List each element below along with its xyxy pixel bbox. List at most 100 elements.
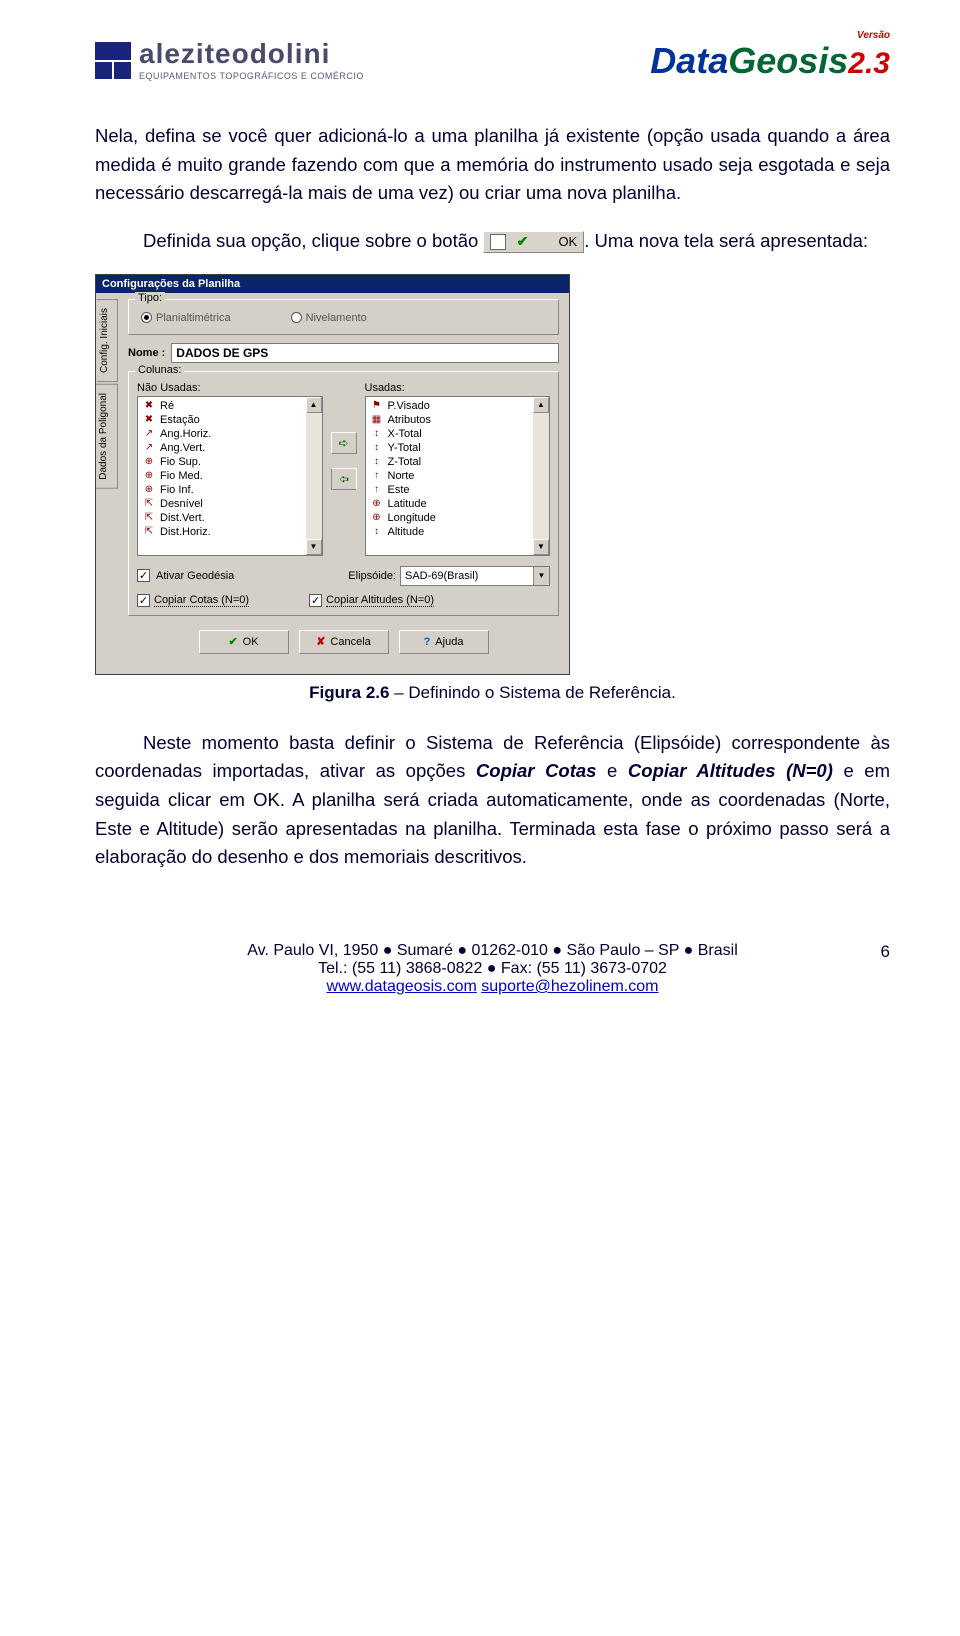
ativar-geo-checkbox[interactable]: ✓ bbox=[137, 569, 150, 582]
scroll-down-icon[interactable]: ▼ bbox=[306, 539, 322, 555]
list-item[interactable]: ↗Ang.Vert. bbox=[140, 441, 320, 455]
item-icon: ⇱ bbox=[142, 498, 156, 510]
logo-ver: 2.3 bbox=[848, 47, 890, 80]
usadas-label: Usadas: bbox=[365, 382, 551, 394]
list-item[interactable]: ⚑P.Visado bbox=[368, 399, 548, 413]
figure-number: Figura 2.6 bbox=[309, 683, 389, 702]
scroll-up-icon[interactable]: ▲ bbox=[306, 397, 322, 413]
list-item[interactable]: ⇱Dist.Horiz. bbox=[140, 525, 320, 539]
item-icon: ✖ bbox=[142, 414, 156, 426]
list-item[interactable]: ↕Altitude bbox=[368, 525, 548, 539]
list-item[interactable]: ⊕Fio Inf. bbox=[140, 483, 320, 497]
paragraph-3: Neste momento basta definir o Sistema de… bbox=[95, 729, 890, 872]
item-icon: ⇱ bbox=[142, 512, 156, 524]
brand-sub: EQUIPAMENTOS TOPOGRÁFICOS E COMÉRCIO bbox=[139, 72, 364, 81]
move-left-button[interactable]: ➪ bbox=[331, 468, 357, 490]
item-icon: ↗ bbox=[142, 442, 156, 454]
elipsoide-label: Elipsóide: bbox=[348, 570, 396, 582]
item-icon: ⊕ bbox=[142, 484, 156, 496]
radio-planialtimetrica[interactable]: Planialtimétrica bbox=[141, 312, 231, 324]
ok-label: OK bbox=[510, 232, 577, 252]
list-item[interactable]: ⇱Dist.Vert. bbox=[140, 511, 320, 525]
side-tabs: Config. Iniciais Dados da Poligonal bbox=[96, 293, 118, 674]
dialog-ok-button[interactable]: ✔ OK bbox=[199, 630, 289, 654]
item-icon: ⇱ bbox=[142, 526, 156, 538]
copiar-cotas-checkbox[interactable]: ✓ bbox=[137, 594, 150, 607]
dialog-cancel-button[interactable]: ✘ Cancela bbox=[299, 630, 389, 654]
footer-email[interactable]: suporte@hezolinem.com bbox=[481, 978, 658, 995]
logo-right: Versão DataGeosis2.3 bbox=[650, 40, 890, 82]
dialog-help-button[interactable]: ? Ajuda bbox=[399, 630, 489, 654]
dialog-title: Configurações da Planilha bbox=[96, 275, 569, 293]
tipo-group: Tipo: Planialtimétrica Nivelamento bbox=[128, 299, 559, 335]
check-icon: ✔ bbox=[228, 635, 237, 648]
list-item[interactable]: ▦Atributos bbox=[368, 413, 548, 427]
list-item[interactable]: ↗Ang.Horiz. bbox=[140, 427, 320, 441]
header: aleziteodolini EQUIPAMENTOS TOPOGRÁFICOS… bbox=[95, 40, 890, 82]
check-icon: ✔ bbox=[490, 234, 506, 250]
list-item[interactable]: ✖Estação bbox=[140, 413, 320, 427]
footer-addr: Av. Paulo VI, 1950 ● Sumaré ● 01262-010 … bbox=[95, 942, 890, 960]
scrollbar[interactable]: ▲ ▼ bbox=[306, 397, 322, 555]
nome-input[interactable] bbox=[171, 343, 559, 363]
tab-dados-poligonal[interactable]: Dados da Poligonal bbox=[96, 384, 118, 489]
para2-b: . Uma nova tela será apresentada: bbox=[584, 230, 868, 251]
copiar-alt-checkbox[interactable]: ✓ bbox=[309, 594, 322, 607]
item-icon: ⊕ bbox=[142, 470, 156, 482]
item-icon: ⊕ bbox=[370, 512, 384, 524]
item-icon: ↕ bbox=[370, 442, 384, 454]
brand-name: aleziteodolini bbox=[139, 40, 364, 68]
item-icon: ↑ bbox=[370, 470, 384, 482]
footer: 6 Av. Paulo VI, 1950 ● Sumaré ● 01262-01… bbox=[95, 942, 890, 996]
list-item[interactable]: ↕X-Total bbox=[368, 427, 548, 441]
move-right-button[interactable]: ➪ bbox=[331, 432, 357, 454]
bold-copiar-altitudes: Copiar Altitudes (N=0) bbox=[628, 760, 833, 781]
help-icon: ? bbox=[424, 636, 431, 648]
colunas-group: Colunas: Não Usadas: ✖Ré✖Estação↗Ang.Hor… bbox=[128, 371, 559, 616]
copiar-alt-option[interactable]: ✓ Copiar Altitudes (N=0) bbox=[309, 594, 434, 607]
list-item[interactable]: ⇱Desnível bbox=[140, 497, 320, 511]
radio-icon bbox=[291, 312, 302, 323]
item-icon: ↗ bbox=[142, 428, 156, 440]
radio-nivelamento[interactable]: Nivelamento bbox=[291, 312, 367, 324]
tipo-legend: Tipo: bbox=[135, 292, 165, 304]
item-icon: ✖ bbox=[142, 400, 156, 412]
item-icon: ⊕ bbox=[370, 498, 384, 510]
para2-a: Definida sua opção, clique sobre o botão bbox=[143, 230, 483, 251]
chevron-down-icon: ▼ bbox=[533, 567, 549, 585]
item-icon: ↑ bbox=[370, 484, 384, 496]
scroll-down-icon[interactable]: ▼ bbox=[533, 539, 549, 555]
scroll-up-icon[interactable]: ▲ bbox=[533, 397, 549, 413]
copiar-cotas-option[interactable]: ✓ Copiar Cotas (N=0) bbox=[137, 594, 249, 607]
list-item[interactable]: ↕Z-Total bbox=[368, 455, 548, 469]
ativar-geo-label: Ativar Geodésia bbox=[156, 570, 234, 582]
list-item[interactable]: ⊕Fio Sup. bbox=[140, 455, 320, 469]
close-icon: ✘ bbox=[316, 635, 325, 648]
list-item[interactable]: ↑Norte bbox=[368, 469, 548, 483]
usadas-list[interactable]: ⚑P.Visado▦Atributos↕X-Total↕Y-Total↕Z-To… bbox=[365, 396, 551, 556]
logo-data: Data bbox=[650, 40, 728, 81]
item-icon: ⚑ bbox=[370, 400, 384, 412]
list-item[interactable]: ✖Ré bbox=[140, 399, 320, 413]
list-item[interactable]: ⊕Longitude bbox=[368, 511, 548, 525]
footer-url[interactable]: www.datageosis.com bbox=[327, 978, 477, 995]
list-item[interactable]: ⊕Fio Med. bbox=[140, 469, 320, 483]
item-icon: ⊕ bbox=[142, 456, 156, 468]
inline-ok-button[interactable]: ✔ OK bbox=[483, 231, 584, 253]
page-number: 6 bbox=[881, 942, 890, 962]
tab-config-iniciais[interactable]: Config. Iniciais bbox=[96, 299, 118, 382]
nao-usadas-list[interactable]: ✖Ré✖Estação↗Ang.Horiz.↗Ang.Vert.⊕Fio Sup… bbox=[137, 396, 323, 556]
scrollbar[interactable]: ▲ ▼ bbox=[533, 397, 549, 555]
config-dialog: Configurações da Planilha Config. Inicia… bbox=[95, 274, 570, 675]
figure-text: – Definindo o Sistema de Referência. bbox=[389, 683, 675, 702]
list-item[interactable]: ⊕Latitude bbox=[368, 497, 548, 511]
elipsoide-select[interactable]: SAD-69(Brasil) ▼ bbox=[400, 566, 550, 586]
item-icon: ↕ bbox=[370, 456, 384, 468]
list-item[interactable]: ↑Este bbox=[368, 483, 548, 497]
nao-usadas-label: Não Usadas: bbox=[137, 382, 323, 394]
colunas-legend: Colunas: bbox=[135, 364, 184, 376]
bold-copiar-cotas: Copiar Cotas bbox=[476, 760, 597, 781]
logo-left-icon bbox=[95, 42, 131, 79]
list-item[interactable]: ↕Y-Total bbox=[368, 441, 548, 455]
footer-tel: Tel.: (55 11) 3868-0822 ● Fax: (55 11) 3… bbox=[95, 960, 890, 978]
